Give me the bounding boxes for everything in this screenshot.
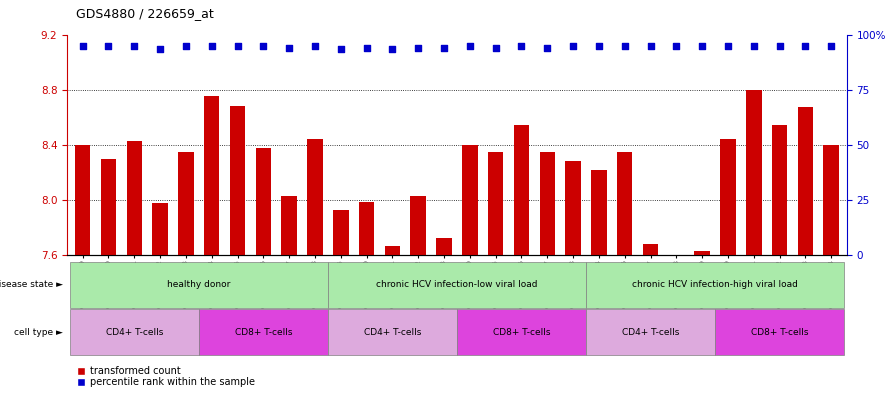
Text: cell type ►: cell type ► xyxy=(13,328,63,336)
Bar xyxy=(513,125,530,255)
Bar xyxy=(333,210,349,255)
Bar xyxy=(771,125,788,255)
Bar xyxy=(617,152,633,255)
Bar xyxy=(384,246,401,255)
Point xyxy=(308,43,323,50)
Point xyxy=(437,45,452,51)
Bar xyxy=(410,196,426,255)
Bar xyxy=(746,90,762,255)
Point xyxy=(204,43,219,50)
Bar xyxy=(152,203,168,255)
Point xyxy=(617,43,632,50)
Point xyxy=(643,43,658,50)
Point xyxy=(101,43,116,50)
Text: CD8+ T-cells: CD8+ T-cells xyxy=(751,328,808,336)
Point xyxy=(540,45,555,51)
Point xyxy=(282,45,297,51)
Text: CD8+ T-cells: CD8+ T-cells xyxy=(235,328,292,336)
Point xyxy=(333,46,348,52)
Bar xyxy=(100,159,116,255)
Bar xyxy=(328,262,586,308)
Bar xyxy=(204,96,220,255)
Bar xyxy=(70,262,328,308)
Bar xyxy=(642,244,659,255)
Bar xyxy=(229,105,246,255)
Point xyxy=(411,45,426,51)
Bar xyxy=(586,309,715,355)
Bar xyxy=(565,161,581,255)
Point xyxy=(462,43,477,50)
Bar xyxy=(178,152,194,255)
Point xyxy=(385,46,400,52)
Bar xyxy=(126,141,142,255)
Legend: transformed count, percentile rank within the sample: transformed count, percentile rank withi… xyxy=(72,362,258,391)
Bar xyxy=(457,309,586,355)
Bar xyxy=(70,309,199,355)
Bar xyxy=(436,237,452,255)
Bar xyxy=(797,107,814,255)
Bar xyxy=(281,196,297,255)
Point xyxy=(127,43,142,50)
Bar xyxy=(255,148,271,255)
Point xyxy=(488,45,503,51)
Text: GDS4880 / 226659_at: GDS4880 / 226659_at xyxy=(76,7,214,20)
Point xyxy=(669,43,684,50)
Bar xyxy=(539,152,555,255)
Point xyxy=(514,43,529,50)
Bar xyxy=(720,139,736,255)
Bar xyxy=(591,170,607,255)
Point xyxy=(566,43,581,50)
Bar xyxy=(823,145,839,255)
Text: CD4+ T-cells: CD4+ T-cells xyxy=(106,328,163,336)
Text: healthy donor: healthy donor xyxy=(168,281,230,289)
Bar xyxy=(359,202,375,255)
Point xyxy=(179,43,194,50)
Bar xyxy=(199,309,328,355)
Bar xyxy=(488,152,504,255)
Bar xyxy=(75,145,90,255)
Text: chronic HCV infection-low viral load: chronic HCV infection-low viral load xyxy=(376,281,538,289)
Bar xyxy=(328,309,457,355)
Point xyxy=(591,43,606,50)
Bar xyxy=(307,139,323,255)
Bar xyxy=(462,145,478,255)
Bar xyxy=(715,309,844,355)
Point xyxy=(230,43,245,50)
Point xyxy=(746,43,761,50)
Point xyxy=(720,43,735,50)
Point xyxy=(153,46,168,52)
Bar xyxy=(694,252,710,255)
Point xyxy=(798,43,813,50)
Point xyxy=(359,45,374,51)
Point xyxy=(824,43,839,50)
Point xyxy=(75,43,90,50)
Point xyxy=(695,43,710,50)
Text: CD8+ T-cells: CD8+ T-cells xyxy=(493,328,550,336)
Point xyxy=(256,43,271,50)
Text: CD4+ T-cells: CD4+ T-cells xyxy=(622,328,679,336)
Point xyxy=(772,43,787,50)
Text: disease state ►: disease state ► xyxy=(0,281,63,289)
Text: CD4+ T-cells: CD4+ T-cells xyxy=(364,328,421,336)
Bar xyxy=(586,262,844,308)
Text: chronic HCV infection-high viral load: chronic HCV infection-high viral load xyxy=(633,281,798,289)
